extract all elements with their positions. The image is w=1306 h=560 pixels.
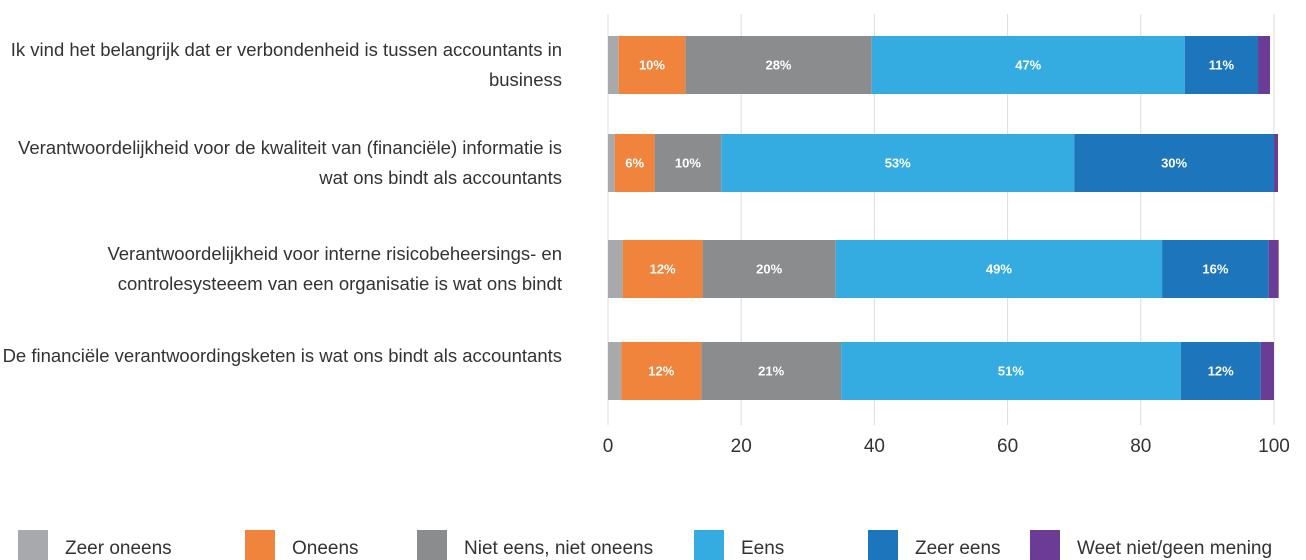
x-tick-label: 0	[603, 436, 614, 457]
data-label: 10%	[675, 155, 701, 170]
bar-segment	[654, 134, 722, 192]
data-label: 16%	[1202, 261, 1228, 276]
data-label: 30%	[1161, 155, 1187, 170]
bar-segment	[1162, 240, 1269, 298]
category-label: Verantwoordelijkheid voor de kwaliteit v…	[18, 137, 562, 188]
bar-segment	[622, 240, 703, 298]
data-label: 47%	[1015, 57, 1041, 72]
legend-swatch	[245, 530, 275, 560]
legend-label: Zeer oneens	[65, 538, 172, 559]
data-label: 12%	[650, 261, 676, 276]
bar-segment	[608, 240, 623, 298]
data-label: 11%	[1209, 57, 1235, 72]
bar-segment	[608, 342, 622, 400]
data-label: 20%	[756, 261, 782, 276]
bar-segment	[1184, 36, 1259, 94]
bar-segment	[721, 134, 1075, 192]
bar-segment	[608, 36, 619, 94]
bar-segment	[702, 240, 836, 298]
data-label: 51%	[998, 363, 1024, 378]
x-tick-label: 80	[1130, 436, 1151, 457]
data-label: 53%	[885, 155, 911, 170]
legend-label: Weet niet/geen mening	[1077, 538, 1273, 559]
data-label: 12%	[1208, 363, 1234, 378]
category-label: Verantwoordelijkheid voor interne risico…	[107, 243, 562, 294]
x-tick-label: 20	[731, 436, 752, 457]
legend-swatch	[694, 530, 724, 560]
x-tick-label: 60	[997, 436, 1018, 457]
bar-segment	[871, 36, 1185, 94]
data-label: 10%	[639, 57, 665, 72]
bar-segment	[608, 134, 615, 192]
bar-segment	[841, 342, 1181, 400]
bar-segment	[1268, 240, 1279, 298]
bar-segment	[614, 134, 655, 192]
x-tick-label: 100	[1258, 436, 1290, 457]
bar-segment	[618, 36, 686, 94]
bar-segment	[1074, 134, 1274, 192]
bar-segment	[621, 342, 702, 400]
legend-label: Zeer eens	[915, 538, 1001, 559]
legend-label: Niet eens, niet oneens	[464, 538, 654, 559]
legend-swatch	[18, 530, 48, 560]
bar-segment	[1180, 342, 1261, 400]
bar-segment	[1274, 134, 1278, 192]
legend-label: Oneens	[292, 538, 359, 559]
bar-segment	[835, 240, 1163, 298]
data-label: 12%	[648, 363, 674, 378]
category-label: Ik vind het belangrijk dat er verbondenh…	[10, 39, 562, 90]
legend-label: Eens	[741, 538, 785, 559]
legend-swatch	[868, 530, 898, 560]
legend-swatch	[417, 530, 447, 560]
data-label: 28%	[765, 57, 791, 72]
x-tick-label: 40	[864, 436, 885, 457]
bar-segment	[701, 342, 842, 400]
bar-segment	[1260, 342, 1274, 400]
legend-swatch	[1030, 530, 1060, 560]
data-label: 21%	[758, 363, 784, 378]
category-label: De financiële verantwoordingsketen is wa…	[2, 345, 562, 366]
data-label: 6%	[625, 155, 644, 170]
data-label: 49%	[986, 261, 1012, 276]
bar-segment	[685, 36, 872, 94]
bar-segment	[1258, 36, 1271, 94]
